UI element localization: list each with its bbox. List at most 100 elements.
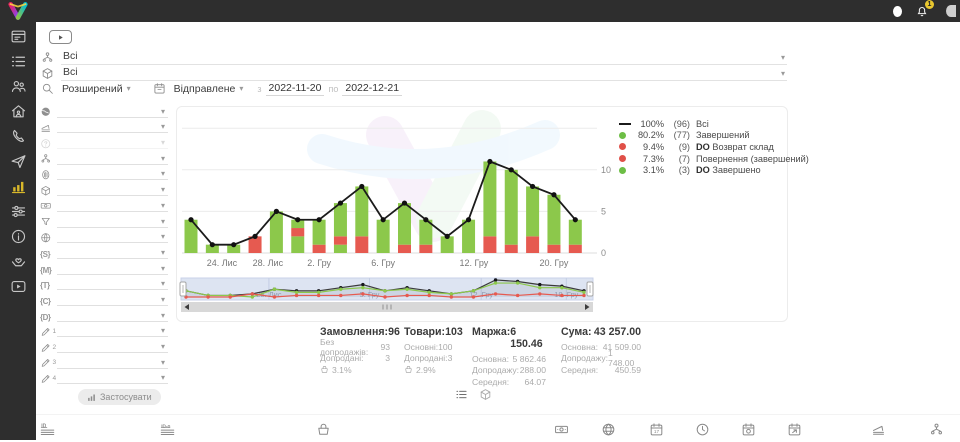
stat-value: 103: [445, 326, 463, 338]
chevron-down-icon: ▾: [126, 84, 131, 93]
legend-count: (7): [678, 153, 690, 164]
filter-select[interactable]: ▾: [57, 372, 168, 385]
sidebar-item-handshake[interactable]: [9, 252, 27, 270]
legend-item[interactable]: 100% (96) Всі: [619, 118, 785, 130]
notifications-bell-icon[interactable]: 1: [915, 0, 934, 18]
toolbar-ramp-icon[interactable]: [871, 422, 887, 438]
video-help-button[interactable]: [49, 30, 72, 44]
filter-select[interactable]: ▾: [57, 231, 168, 244]
list-icon: [456, 390, 467, 399]
search-mode-select[interactable]: Розширений ▾: [62, 83, 131, 95]
filter-select[interactable]: ▾: [57, 153, 168, 165]
users-icon: [11, 80, 26, 92]
filter-select[interactable]: ▾: [57, 216, 168, 228]
scroll-left-icon[interactable]: [184, 304, 190, 310]
sidebar-item-users[interactable]: [9, 77, 27, 95]
globe-icon: [41, 232, 51, 242]
sidebar-item-video[interactable]: [9, 277, 27, 295]
filter-row-sitemap: ▾: [40, 149, 168, 165]
braces-m-icon: {M}: [40, 265, 52, 275]
filter-select[interactable]: ▾: [57, 247, 168, 259]
toolbar-sitemap-icon[interactable]: [929, 422, 945, 438]
theme-icon[interactable]: [890, 4, 904, 18]
sitemap-icon: [41, 51, 55, 65]
legend-item[interactable]: 80.2% (77) Завершений: [619, 130, 785, 142]
filter-select[interactable]: ▾: [57, 357, 168, 369]
filter-select[interactable]: ▾: [57, 106, 168, 118]
toolbar-clock-icon[interactable]: [695, 422, 711, 438]
filter-select[interactable]: ▾: [57, 200, 168, 212]
scroll-right-icon[interactable]: [585, 304, 590, 310]
banknote-icon: [555, 425, 568, 434]
toolbar-calendar-send-icon[interactable]: [787, 422, 803, 438]
filter-select[interactable]: ▾: [57, 263, 168, 275]
filter-select[interactable]: ▾: [57, 184, 168, 197]
stat-sub-label: Середня:: [561, 364, 599, 375]
legend-item[interactable]: 9.4% (9) DO Возврат склад: [619, 141, 785, 153]
sphere-icon: [602, 423, 615, 436]
search-icon: [41, 82, 55, 96]
product-select[interactable]: Всі ▾: [61, 66, 787, 81]
filter-select[interactable]: ▾: [57, 325, 168, 338]
sidebar-item-chart[interactable]: [9, 177, 27, 195]
toolbar-banknote-icon[interactable]: [554, 422, 570, 438]
video-icon: [11, 280, 25, 292]
filter-select[interactable]: ▾: [57, 137, 168, 150]
stat-sub-label: Допродані:: [320, 353, 364, 364]
filter-select[interactable]: ▾: [57, 278, 168, 291]
filter-row-earth: ▾: [40, 102, 168, 118]
legend-item[interactable]: 7.3% (7) Повернення (завершений): [619, 153, 809, 165]
id-list-icon: ID: [40, 423, 55, 435]
filter-row-fingerprint: ▾: [40, 165, 168, 181]
toolbar-calendar-17-icon[interactable]: 17: [649, 422, 665, 438]
legend-marker-icon: [619, 166, 634, 174]
sidebar-item-send[interactable]: [9, 152, 27, 170]
banknote-icon: [40, 203, 51, 209]
toolbar-calendar-coin-icon[interactable]: [741, 422, 757, 438]
filter-select[interactable]: ▾: [57, 294, 168, 306]
view-toggle-cube[interactable]: [479, 388, 492, 401]
cube-icon: [41, 185, 50, 196]
stat-sub-label: Основна:: [561, 341, 598, 352]
legend-item[interactable]: 3.1% (3) DO Завершено: [619, 164, 785, 176]
sidebar-item-window[interactable]: [9, 27, 27, 45]
toolbar-id-list-icon[interactable]: ID: [40, 422, 56, 438]
legend-count: (9): [678, 141, 690, 152]
filter-select[interactable]: ▾: [57, 121, 168, 134]
legend-percent: 3.1%: [643, 165, 664, 176]
legend-percent: 9.4%: [643, 141, 664, 152]
profile-icon[interactable]: [940, 4, 956, 18]
search-row: Розширений ▾ Відправлене ▾ з 2022-11-20 …: [41, 80, 403, 98]
filter-row-help: ▾: [40, 133, 168, 150]
sidebar-item-phone[interactable]: [9, 127, 27, 145]
date-from-input[interactable]: 2022-11-20: [265, 82, 325, 96]
date-to-input[interactable]: 2022-12-21: [342, 82, 403, 96]
filter-row-cube: ▾: [40, 180, 168, 197]
filter-select[interactable]: ▾: [57, 168, 168, 181]
toolbar-basket-icon[interactable]: [316, 422, 332, 438]
filter-select[interactable]: ▾: [57, 310, 168, 322]
chart-card: 0 5 10 24. Лис 28. Лис 2. Гру 6. Гру 12. Гру 20.…: [176, 106, 809, 322]
stat-sub-value: 450.59: [614, 364, 641, 375]
view-toggle-list[interactable]: [455, 388, 468, 401]
filter-row-pencil2: 2 ▾: [40, 337, 168, 353]
sidebar-item-home[interactable]: [9, 102, 27, 120]
date-type-select[interactable]: Відправлене ▾: [174, 83, 244, 95]
sidebar-item-sliders[interactable]: [9, 202, 27, 220]
filter-row-banknote: ▾: [40, 196, 168, 212]
date-type-value: Відправлене: [173, 83, 236, 95]
topbar: 1: [0, 0, 960, 22]
toolbar-id-o-list-icon[interactable]: ID-o: [160, 422, 176, 438]
chevron-down-icon: ▾: [160, 169, 165, 179]
legend-count: (3): [678, 165, 690, 176]
apply-button[interactable]: Застосувати: [78, 389, 161, 405]
source-select[interactable]: Всі ▾: [61, 50, 787, 65]
chevron-down-icon: ▾: [239, 84, 244, 93]
sidebar-item-info[interactable]: [9, 227, 27, 245]
toolbar-sphere-icon[interactable]: [601, 422, 617, 438]
product-select-row: Всі ▾: [41, 65, 787, 81]
legend-label: Всі: [696, 118, 709, 129]
filter-select[interactable]: ▾: [57, 341, 168, 353]
sidebar-item-list[interactable]: [9, 52, 27, 70]
legend-count: (96): [673, 118, 690, 129]
